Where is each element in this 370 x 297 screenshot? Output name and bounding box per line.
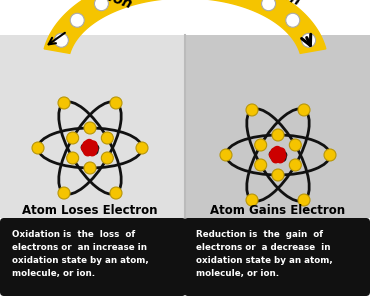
Circle shape: [272, 169, 284, 181]
FancyBboxPatch shape: [184, 218, 370, 296]
Circle shape: [272, 151, 279, 158]
Circle shape: [89, 141, 97, 149]
Text: Atom Gains Electron: Atom Gains Electron: [211, 203, 346, 217]
Circle shape: [255, 139, 267, 151]
Circle shape: [289, 159, 301, 171]
Circle shape: [280, 151, 287, 158]
Circle shape: [286, 13, 300, 27]
Text: Oxidation: Oxidation: [58, 0, 134, 11]
Circle shape: [324, 149, 336, 161]
Circle shape: [83, 141, 91, 149]
Circle shape: [101, 152, 113, 164]
Circle shape: [274, 155, 281, 161]
Circle shape: [271, 154, 278, 161]
Circle shape: [87, 146, 95, 154]
Circle shape: [101, 132, 113, 144]
Circle shape: [86, 148, 92, 154]
Circle shape: [269, 151, 276, 158]
Circle shape: [279, 155, 286, 161]
Text: Oxidation is  the  loss  of
electrons or  an increase in
oxidation state by an a: Oxidation is the loss of electrons or an…: [12, 230, 149, 278]
Circle shape: [298, 104, 310, 116]
Circle shape: [88, 148, 96, 156]
Circle shape: [255, 159, 267, 171]
Circle shape: [278, 150, 285, 157]
Circle shape: [84, 162, 96, 174]
Circle shape: [91, 148, 98, 154]
Circle shape: [275, 148, 282, 155]
Circle shape: [298, 194, 310, 206]
Text: Reduction is  the  gain  of
electrons or  a decrease  in
oxidation state by an a: Reduction is the gain of electrons or a …: [196, 230, 333, 278]
Circle shape: [92, 145, 99, 151]
Circle shape: [90, 143, 97, 150]
Circle shape: [86, 143, 94, 151]
Circle shape: [67, 152, 79, 164]
Circle shape: [54, 33, 68, 47]
Circle shape: [276, 153, 283, 161]
Circle shape: [70, 13, 84, 27]
Circle shape: [276, 155, 284, 163]
Circle shape: [274, 149, 282, 157]
Circle shape: [84, 122, 96, 134]
Circle shape: [269, 151, 278, 159]
Circle shape: [272, 129, 284, 141]
Circle shape: [90, 145, 98, 153]
Circle shape: [289, 139, 301, 151]
Circle shape: [220, 149, 232, 161]
Circle shape: [58, 97, 70, 109]
Circle shape: [302, 33, 316, 47]
Circle shape: [273, 146, 281, 154]
Circle shape: [81, 144, 90, 152]
Circle shape: [67, 132, 79, 144]
Bar: [185, 35, 370, 218]
Circle shape: [86, 144, 94, 152]
Circle shape: [32, 142, 44, 154]
Circle shape: [110, 187, 122, 199]
Circle shape: [83, 147, 90, 154]
Circle shape: [81, 144, 88, 151]
Circle shape: [58, 187, 70, 199]
Circle shape: [110, 97, 122, 109]
Circle shape: [84, 144, 91, 151]
Circle shape: [272, 152, 280, 160]
FancyBboxPatch shape: [0, 218, 186, 296]
Circle shape: [85, 140, 93, 148]
Circle shape: [271, 148, 279, 156]
Circle shape: [274, 151, 282, 159]
Circle shape: [87, 142, 94, 148]
Circle shape: [278, 152, 286, 160]
Circle shape: [246, 194, 258, 206]
Circle shape: [246, 104, 258, 116]
Circle shape: [272, 155, 280, 163]
Bar: [0, 35, 185, 218]
Text: Atom Loses Electron: Atom Loses Electron: [22, 203, 158, 217]
Circle shape: [136, 142, 148, 154]
Circle shape: [84, 146, 92, 154]
Polygon shape: [44, 0, 326, 53]
Circle shape: [84, 148, 92, 156]
Circle shape: [262, 0, 276, 11]
Circle shape: [277, 148, 285, 156]
Text: Reduction: Reduction: [226, 0, 303, 8]
Circle shape: [94, 0, 108, 11]
